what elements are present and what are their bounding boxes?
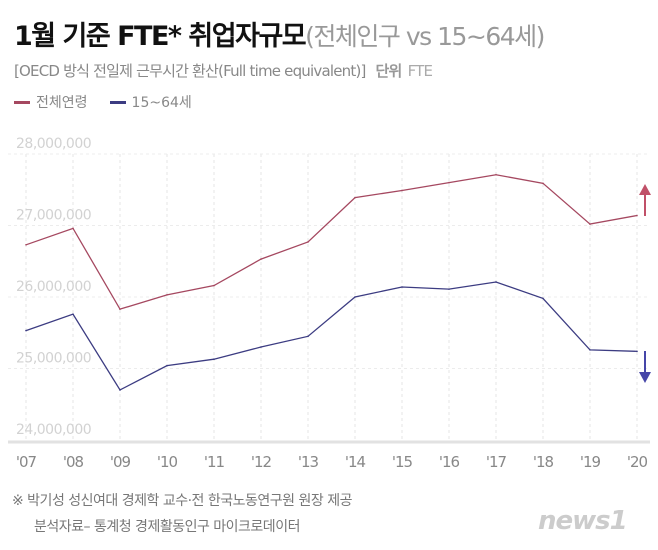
legend-label-all-ages: 전체연령 xyxy=(36,95,88,111)
data-point xyxy=(448,288,450,290)
data-point xyxy=(25,244,27,246)
x-tick-label: '15 xyxy=(392,453,413,471)
data-point xyxy=(589,223,591,225)
data-point xyxy=(589,349,591,351)
series-line-1 xyxy=(25,281,638,391)
y-tick-label: 26,000,000 xyxy=(16,279,91,295)
unit-label: 단위 xyxy=(375,62,403,80)
chart-title: 1월 기준 FTE* 취업자규모(전체인구 vs 15~64세) xyxy=(14,14,545,53)
title-main: 1월 기준 FTE* 취업자규모 xyxy=(14,21,307,52)
x-tick-label: '20 xyxy=(627,453,648,471)
data-point xyxy=(260,258,262,260)
data-point xyxy=(72,227,74,230)
unit: 단위 FTE xyxy=(376,62,433,80)
title-sub: (전체인구 vs 15~64세) xyxy=(305,22,545,51)
legend-swatch-all-ages xyxy=(14,100,30,104)
data-point xyxy=(25,329,27,332)
x-tick-label: '09 xyxy=(110,453,131,471)
data-point xyxy=(354,296,356,298)
x-tick-label: '11 xyxy=(204,453,225,471)
series-line-0 xyxy=(25,174,638,310)
x-tick-label: '14 xyxy=(345,453,366,471)
x-tick-label: '16 xyxy=(439,453,460,471)
footer-source: 분석자료– 통계청 경제활동인구 마이크로데이터 xyxy=(34,519,300,535)
y-tick-label: 27,000,000 xyxy=(16,208,91,224)
data-point xyxy=(542,182,544,185)
subtitle-text: [OECD 방식 전일제 근무시간 환산(Full time equivalen… xyxy=(14,62,366,80)
data-point xyxy=(307,241,309,243)
data-point xyxy=(401,189,403,192)
data-point xyxy=(213,358,215,361)
plot-area: '07 '08 '09 '10 '11 '12 '13 '14 '15 '16 '17 '18 '19 '… xyxy=(8,136,651,471)
y-tick-label: 24,000,000 xyxy=(16,422,91,438)
x-tick-label: '17 xyxy=(486,453,507,471)
trend-arrow-down-head xyxy=(639,372,651,383)
x-tick-label: '13 xyxy=(298,453,319,471)
legend-label-15-64: 15~64세 xyxy=(131,95,192,111)
y-tick-label: 28,000,000 xyxy=(16,136,91,152)
chart-subtitle: [OECD 방식 전일제 근무시간 환산(Full time equivalen… xyxy=(14,60,433,81)
data-point xyxy=(495,173,497,176)
data-point xyxy=(166,294,168,296)
data-point xyxy=(542,297,544,300)
y-tick-label: 25,000,000 xyxy=(16,351,91,367)
data-point xyxy=(448,181,450,184)
data-point xyxy=(495,281,497,283)
data-point xyxy=(260,346,262,348)
x-tick-label: '19 xyxy=(580,453,601,471)
x-tick-label: '07 xyxy=(16,453,37,471)
data-point xyxy=(636,350,638,353)
unit-value: FTE xyxy=(407,62,433,80)
trend-arrow-up-head xyxy=(639,184,651,195)
data-point xyxy=(636,214,638,217)
x-tick-label: '10 xyxy=(157,453,178,471)
data-point xyxy=(401,286,403,288)
data-point xyxy=(166,364,168,367)
legend-swatch-15-64 xyxy=(109,100,126,104)
legend: 전체연령 15~64세 xyxy=(14,92,192,112)
x-tick-label: '18 xyxy=(533,453,554,471)
data-point xyxy=(119,389,121,391)
data-point xyxy=(72,313,74,315)
footer-note: ※ 박기성 성신여대 경제학 교수·전 한국노동연구원 원장 제공 xyxy=(12,493,352,509)
x-tick-label: '12 xyxy=(251,453,272,471)
news1-logo: news1 xyxy=(538,506,628,536)
x-tick-label: '08 xyxy=(63,453,84,471)
data-point xyxy=(213,284,215,287)
data-point xyxy=(307,335,309,338)
data-point xyxy=(354,196,356,199)
data-point xyxy=(119,308,121,310)
